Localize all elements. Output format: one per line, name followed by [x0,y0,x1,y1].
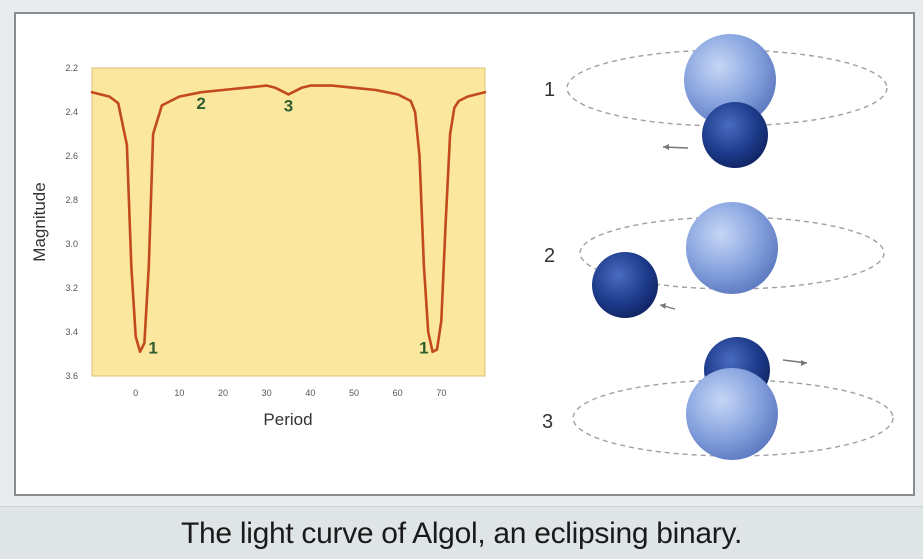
small-star-1 [702,102,768,168]
light-curve-line [90,84,487,354]
annotation-label-3: 3 [284,96,293,115]
x-tick-label: 40 [305,388,315,398]
y-tick-label: 2.6 [65,151,78,161]
y-tick-label: 3.2 [65,283,78,293]
figure-caption: The light curve of Algol, an eclipsing b… [181,517,742,550]
eclipse-stage-1: 1 [544,34,888,168]
eclipse-stage-2: 2 [544,202,885,318]
arrowhead-2 [660,303,666,309]
stage-1-number: 1 [544,79,555,101]
x-tick-label: 70 [436,388,446,398]
curve-annotations: 1 2 3 1 [148,94,428,357]
x-tick-label: 30 [262,388,272,398]
eclipse-diagram: 1 2 3 [542,34,894,460]
orbit-3 [572,379,894,457]
x-tick-label: 20 [218,388,228,398]
y-tick-label: 3.4 [65,327,78,337]
large-star-1 [684,34,776,126]
small-star-2 [592,252,658,318]
x-tick-label: 10 [174,388,184,398]
stage-3-number: 3 [542,411,553,433]
x-tick-label: 50 [349,388,359,398]
y-tick-label: 3.0 [65,239,78,249]
caption-bar: The light curve of Algol, an eclipsing b… [0,506,923,559]
annotation-label-1: 1 [148,338,157,357]
annotation-label-2: 2 [196,94,205,113]
y-axis-ticks: 2.2 2.4 2.6 2.8 3.0 3.2 3.4 3.6 [65,63,78,381]
eclipse-stage-3: 3 [542,337,894,460]
light-curve-chart: 2.2 2.4 2.6 2.8 3.0 3.2 3.4 3.6 0 10 20 30 40 50 60 70… [30,63,487,429]
y-axis-title: Magnitude [30,182,49,261]
arrowhead-1 [663,144,669,150]
stage-2-number: 2 [544,245,555,267]
x-axis-ticks: 0 10 20 30 40 50 60 70 [133,388,446,398]
large-star-3 [686,368,778,460]
x-tick-label: 0 [133,388,138,398]
x-tick-label: 60 [393,388,403,398]
y-tick-label: 3.6 [65,371,78,381]
arrowhead-3 [801,360,807,366]
y-tick-label: 2.8 [65,195,78,205]
y-tick-label: 2.2 [65,63,78,73]
annotation-label-4: 1 [419,338,428,357]
y-tick-label: 2.4 [65,107,78,117]
x-axis-title: Period [263,410,312,429]
large-star-2 [686,202,778,294]
orbit-1 [566,49,888,127]
